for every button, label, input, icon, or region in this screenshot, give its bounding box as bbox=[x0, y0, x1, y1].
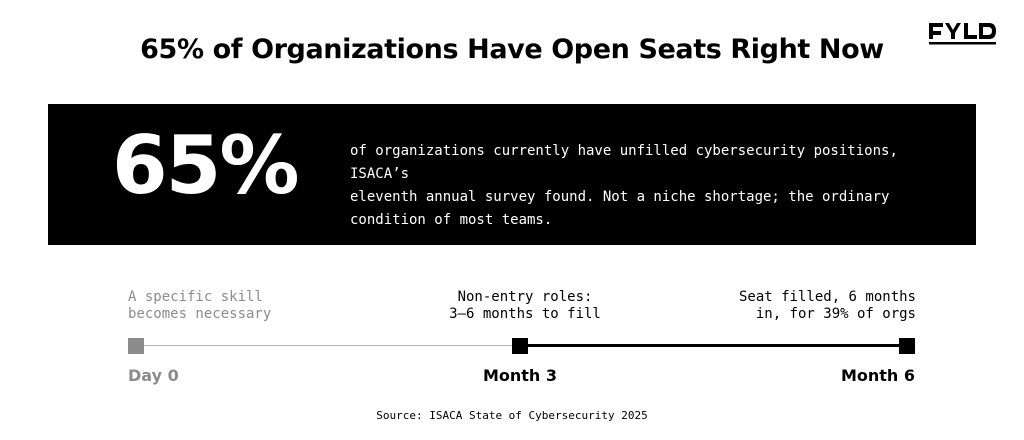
timeline-label-line: A specific skill bbox=[128, 289, 263, 305]
stat-description: of organizations currently have unfilled… bbox=[350, 140, 930, 232]
timeline-label-line: Seat filled, 6 months bbox=[738, 289, 916, 305]
timeline-marker-month3 bbox=[512, 338, 528, 354]
timeline-label-line: 3–6 months to fill bbox=[449, 306, 601, 322]
timeline-tick-month6: Month 6 bbox=[840, 366, 915, 385]
stat-description-line: eleventh annual survey found. Not a nich… bbox=[350, 189, 890, 205]
timeline-label-month3: Non-entry roles: 3–6 months to fill bbox=[420, 289, 630, 323]
stat-description-line: condition of most teams. bbox=[350, 212, 553, 228]
timeline-marker-day0 bbox=[128, 338, 144, 354]
stat-description-line: of organizations currently have unfilled… bbox=[350, 143, 898, 182]
timeline-segment-early bbox=[136, 345, 520, 346]
page-title: 65% of Organizations Have Open Seats Rig… bbox=[140, 34, 884, 65]
timeline-segment-late bbox=[520, 344, 907, 347]
fyld-logo bbox=[929, 23, 996, 45]
source-note: Source: ISACA State of Cybersecurity 202… bbox=[376, 409, 648, 422]
timeline-label-month6: Seat filled, 6 months in, for 39% of org… bbox=[700, 289, 916, 323]
timeline-tick-month3: Month 3 bbox=[482, 366, 558, 385]
timeline-label-line: becomes necessary bbox=[128, 306, 272, 322]
stat-value: 65% bbox=[112, 119, 299, 212]
timeline-label-line: in, for 39% of orgs bbox=[755, 306, 916, 322]
timeline-marker-month6 bbox=[899, 338, 915, 354]
stat-panel bbox=[48, 104, 976, 245]
timeline-tick-day0: Day 0 bbox=[128, 366, 179, 385]
timeline-label-line: Non-entry roles: bbox=[457, 289, 593, 305]
timeline-label-day0: A specific skill becomes necessary bbox=[128, 289, 271, 323]
